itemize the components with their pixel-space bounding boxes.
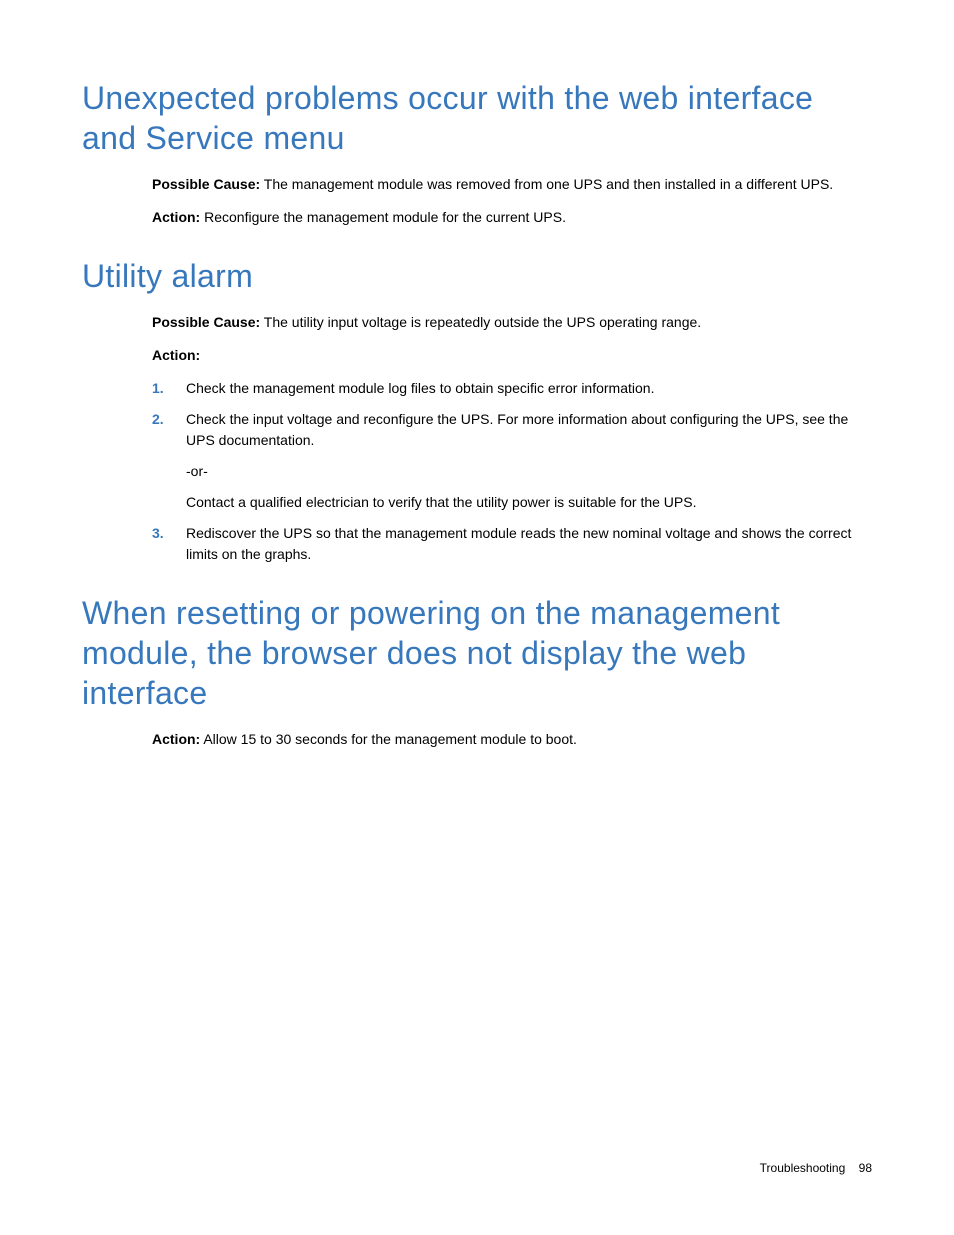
list-item: 2. Check the input voltage and reconfigu… bbox=[152, 409, 872, 513]
section-1-content: Possible Cause: The management module wa… bbox=[82, 174, 872, 228]
page-footer: Troubleshooting 98 bbox=[760, 1161, 872, 1175]
cause-label: Possible Cause: bbox=[152, 176, 260, 192]
list-text: Check the input voltage and reconfigure … bbox=[186, 411, 848, 448]
section-heading-3: When resetting or powering on the manage… bbox=[82, 593, 872, 713]
section-1-action: Action: Reconfigure the management modul… bbox=[152, 207, 872, 228]
action-label: Action: bbox=[152, 209, 200, 225]
list-sub-text: Contact a qualified electrician to verif… bbox=[186, 492, 872, 513]
list-marker: 2. bbox=[152, 409, 186, 513]
section-3-action: Action: Allow 15 to 30 seconds for the m… bbox=[152, 729, 872, 750]
list-content: Check the input voltage and reconfigure … bbox=[186, 409, 872, 513]
section-3-content: Action: Allow 15 to 30 seconds for the m… bbox=[82, 729, 872, 750]
cause-label: Possible Cause: bbox=[152, 314, 260, 330]
list-item: 1. Check the management module log files… bbox=[152, 378, 872, 399]
list-text: Check the management module log files to… bbox=[186, 380, 654, 396]
list-item: 3. Rediscover the UPS so that the manage… bbox=[152, 523, 872, 565]
action-label: Action: bbox=[152, 347, 200, 363]
list-sub-or: -or- bbox=[186, 461, 872, 482]
action-label: Action: bbox=[152, 731, 200, 747]
section-heading-2: Utility alarm bbox=[82, 256, 872, 296]
list-marker: 1. bbox=[152, 378, 186, 399]
section-2-content: Possible Cause: The utility input voltag… bbox=[82, 312, 872, 565]
section-2-action-label: Action: bbox=[152, 345, 872, 366]
section-2-cause: Possible Cause: The utility input voltag… bbox=[152, 312, 872, 333]
list-content: Rediscover the UPS so that the managemen… bbox=[186, 523, 872, 565]
list-text: Rediscover the UPS so that the managemen… bbox=[186, 525, 851, 562]
list-marker: 3. bbox=[152, 523, 186, 565]
list-content: Check the management module log files to… bbox=[186, 378, 872, 399]
page-number: 98 bbox=[859, 1161, 872, 1175]
section-heading-1: Unexpected problems occur with the web i… bbox=[82, 78, 872, 158]
cause-text: The utility input voltage is repeatedly … bbox=[260, 314, 701, 330]
cause-text: The management module was removed from o… bbox=[260, 176, 833, 192]
action-list: 1. Check the management module log files… bbox=[152, 378, 872, 565]
section-1-cause: Possible Cause: The management module wa… bbox=[152, 174, 872, 195]
action-text: Allow 15 to 30 seconds for the managemen… bbox=[200, 731, 577, 747]
footer-section-name: Troubleshooting bbox=[760, 1161, 846, 1175]
action-text: Reconfigure the management module for th… bbox=[200, 209, 566, 225]
